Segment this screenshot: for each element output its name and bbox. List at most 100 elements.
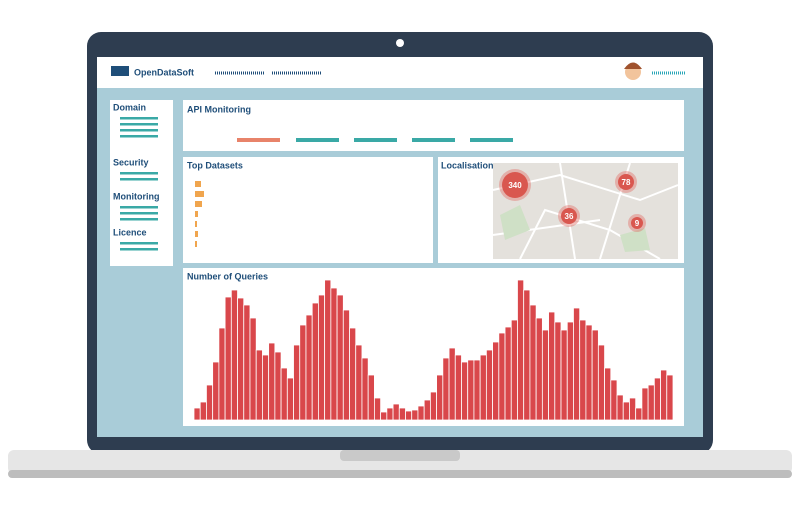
query-bar (461, 361, 469, 421)
sidebar-subitem (120, 178, 158, 181)
query-bar (541, 329, 549, 421)
query-bar (442, 357, 450, 421)
dataset-bar (195, 231, 198, 237)
query-bar (218, 327, 226, 421)
tab[interactable] (296, 138, 339, 142)
query-bar (206, 384, 214, 421)
query-bar (622, 401, 630, 421)
sidebar-subitem (120, 212, 158, 215)
query-bar (666, 374, 674, 421)
map-cluster[interactable] (618, 174, 634, 190)
query-bar (653, 377, 661, 421)
query-bar (405, 410, 413, 421)
query-bar (647, 384, 655, 421)
query-bar (566, 321, 574, 421)
query-bar (286, 377, 294, 421)
query-bar (616, 394, 624, 421)
map-parks (500, 205, 650, 252)
sidebar-subitem (120, 135, 158, 138)
query-bar (423, 399, 431, 421)
brand-logo (111, 66, 129, 76)
query-bar (504, 326, 512, 421)
sidebar-subitem (120, 123, 158, 126)
query-bar (367, 374, 375, 421)
query-bar (293, 344, 301, 421)
query-bar (398, 407, 406, 421)
top-datasets-panel (183, 157, 433, 263)
sidebar-item[interactable]: Domain (113, 102, 146, 112)
query-bar (479, 354, 487, 421)
query-bar (255, 349, 263, 421)
query-bar (199, 401, 207, 421)
dataset-bar (195, 181, 201, 187)
query-bar (523, 289, 531, 421)
query-bar (230, 289, 238, 421)
query-bar (243, 304, 251, 421)
sidebar-subitem (120, 248, 158, 251)
query-bar (579, 319, 587, 421)
query-bar (380, 411, 388, 421)
tab-active[interactable] (237, 138, 280, 142)
tab[interactable] (470, 138, 513, 142)
query-bar (299, 324, 307, 421)
query-bar (411, 409, 419, 421)
query-bar (274, 351, 282, 421)
laptop-base-edge (8, 470, 792, 478)
query-bar (311, 302, 319, 421)
query-bar (467, 359, 475, 421)
query-bar (560, 329, 568, 421)
query-bar (305, 314, 313, 421)
query-bar (386, 407, 394, 421)
query-bar (361, 357, 369, 421)
query-bar (268, 342, 276, 421)
sidebar-item[interactable]: Licence (113, 227, 147, 237)
tab[interactable] (412, 138, 455, 142)
query-bar (224, 296, 232, 421)
query-bar (473, 359, 481, 421)
map-cluster[interactable] (561, 208, 577, 224)
sidebar-subitem (120, 242, 158, 245)
laptop-notch (340, 450, 460, 461)
query-bar (342, 309, 350, 421)
query-bar (517, 279, 525, 421)
page-title: API Monitoring (187, 104, 251, 114)
query-bar (436, 374, 444, 421)
avatar-hair (624, 62, 642, 69)
map-cluster-label: 78 (622, 178, 631, 187)
query-bar (604, 367, 612, 421)
query-bar (554, 321, 562, 421)
sidebar (110, 100, 173, 266)
map-cluster[interactable] (502, 172, 528, 198)
tab[interactable] (354, 138, 397, 142)
sidebar-item[interactable]: Security (113, 157, 149, 167)
query-bar (374, 397, 382, 421)
dataset-bar (195, 191, 204, 197)
query-bar (318, 294, 326, 421)
sidebar-item[interactable]: Monitoring (113, 191, 160, 201)
panel-title: Number of Queries (187, 271, 268, 281)
query-bar (485, 349, 493, 421)
panel-title: Top Datasets (187, 160, 243, 170)
map-cluster-label: 340 (508, 181, 522, 190)
dataset-bar (195, 201, 202, 207)
laptop-base (8, 450, 792, 474)
map-cluster-label: 36 (565, 212, 574, 221)
query-bar (324, 279, 332, 421)
query-bar (660, 369, 668, 421)
panel-title: Localisation (441, 160, 494, 170)
query-bar (349, 327, 357, 421)
dataset-bar (195, 211, 198, 217)
camera (396, 39, 404, 47)
query-bar (193, 407, 201, 421)
query-bar (585, 324, 593, 421)
query-bar (597, 344, 605, 421)
query-bar (498, 332, 506, 421)
query-bar (330, 287, 338, 421)
query-bar (262, 354, 270, 421)
sidebar-subitem (120, 129, 158, 132)
sidebar-subitem (120, 218, 158, 221)
brand-name[interactable]: OpenDataSoft (134, 67, 194, 77)
query-bar (212, 361, 220, 421)
map-cluster[interactable] (631, 217, 643, 229)
